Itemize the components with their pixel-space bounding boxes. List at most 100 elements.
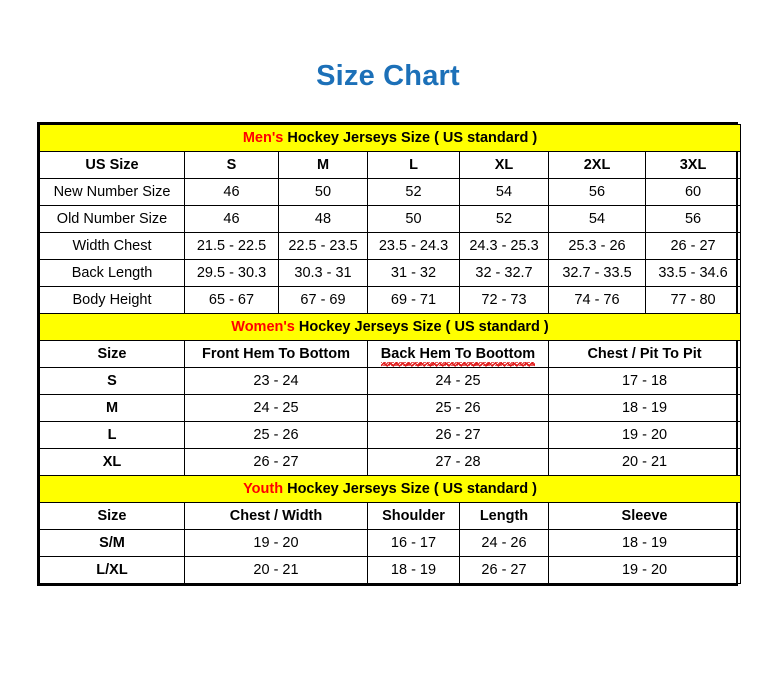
table-cell: 72 - 73 xyxy=(459,286,549,314)
womens-col-front-hem-to-bottom: Front Hem To Bottom xyxy=(184,340,368,368)
mens-row-label-new-number-size: New Number Size xyxy=(39,178,185,206)
womens-row-label-s: S xyxy=(39,367,185,395)
womens-col-back-hem-to-boottom: Back Hem To Boottom xyxy=(367,340,549,368)
table-row: Old Number Size 46 48 50 52 54 56 xyxy=(39,205,742,233)
mens-col-xl: XL xyxy=(459,151,549,179)
table-row: L/XL 20 - 21 18 - 19 26 - 27 19 - 20 xyxy=(39,556,742,584)
mens-header-row: US Size S M L XL 2XL 3XL xyxy=(39,151,742,179)
table-cell: 32 - 32.7 xyxy=(459,259,549,287)
table-cell: 27 - 28 xyxy=(367,448,549,476)
youth-banner-rest: Hockey Jerseys Size ( US standard ) xyxy=(283,481,537,497)
table-cell: 48 xyxy=(278,205,368,233)
youth-header-row: Size Chest / Width Shoulder Length Sleev… xyxy=(39,502,742,530)
table-cell: 18 - 19 xyxy=(367,556,460,584)
mens-col-2xl: 2XL xyxy=(548,151,646,179)
table-cell: 67 - 69 xyxy=(278,286,368,314)
table-row: L 25 - 26 26 - 27 19 - 20 xyxy=(39,421,742,449)
table-cell: 52 xyxy=(367,178,460,206)
table-cell: 77 - 80 xyxy=(644,286,742,314)
womens-row-label-l: L xyxy=(39,421,185,449)
table-cell: 26 - 27 xyxy=(644,232,742,260)
table-cell: 46 xyxy=(184,178,279,206)
table-cell: 69 - 71 xyxy=(367,286,460,314)
youth-section-banner: Youth Hockey Jerseys Size ( US standard … xyxy=(38,475,742,503)
table-cell: 18 - 19 xyxy=(547,394,742,422)
table-row: Body Height 65 - 67 67 - 69 69 - 71 72 -… xyxy=(39,286,742,314)
table-cell: 25 - 26 xyxy=(367,394,549,422)
table-cell: 50 xyxy=(278,178,368,206)
youth-col-length: Length xyxy=(459,502,549,530)
table-cell: 46 xyxy=(184,205,279,233)
table-cell: 29.5 - 30.3 xyxy=(184,259,279,287)
mens-col-us-size: US Size xyxy=(39,151,185,179)
table-cell: 56 xyxy=(644,205,742,233)
youth-row-label-lxl: L/XL xyxy=(39,556,185,584)
youth-col-chest-width: Chest / Width xyxy=(184,502,368,530)
youth-col-shoulder: Shoulder xyxy=(367,502,460,530)
table-row: S/M 19 - 20 16 - 17 24 - 26 18 - 19 xyxy=(39,529,742,557)
table-cell: 31 - 32 xyxy=(367,259,460,287)
womens-col-size: Size xyxy=(39,340,185,368)
table-cell: 74 - 76 xyxy=(548,286,646,314)
youth-banner-row: Youth Hockey Jerseys Size ( US standard … xyxy=(38,475,742,503)
mens-col-3xl: 3XL xyxy=(644,151,742,179)
womens-col-chest-pit-to-pit: Chest / Pit To Pit xyxy=(547,340,742,368)
table-row: Width Chest 21.5 - 22.5 22.5 - 23.5 23.5… xyxy=(39,232,742,260)
womens-banner-accent: Women's xyxy=(231,319,295,335)
youth-col-sleeve: Sleeve xyxy=(547,502,742,530)
table-cell: 52 xyxy=(459,205,549,233)
mens-section-banner: Men's Hockey Jerseys Size ( US standard … xyxy=(38,124,742,152)
mens-banner-rest: Hockey Jerseys Size ( US standard ) xyxy=(283,130,538,146)
table-cell: 50 xyxy=(367,205,460,233)
table-cell: 30.3 - 31 xyxy=(278,259,368,287)
womens-header-row: Size Front Hem To Bottom Back Hem To Boo… xyxy=(39,340,742,368)
womens-col-back-hem-text: Back Hem To Boottom xyxy=(380,345,536,362)
table-cell: 20 - 21 xyxy=(547,448,742,476)
page-title: Size Chart xyxy=(316,60,460,92)
table-cell: 54 xyxy=(459,178,549,206)
mens-banner-row: Men's Hockey Jerseys Size ( US standard … xyxy=(38,124,742,152)
table-cell: 19 - 20 xyxy=(547,421,742,449)
mens-row-label-back-length: Back Length xyxy=(39,259,185,287)
table-row: XL 26 - 27 27 - 28 20 - 21 xyxy=(39,448,742,476)
mens-col-s: S xyxy=(184,151,279,179)
table-cell: 56 xyxy=(548,178,646,206)
womens-row-label-xl: XL xyxy=(39,448,185,476)
table-cell: 19 - 20 xyxy=(547,556,742,584)
table-cell: 17 - 18 xyxy=(547,367,742,395)
table-cell: 24 - 25 xyxy=(184,394,368,422)
table-cell: 20 - 21 xyxy=(184,556,368,584)
table-cell: 26 - 27 xyxy=(459,556,549,584)
youth-banner-accent: Youth xyxy=(243,481,284,497)
table-row: Back Length 29.5 - 30.3 30.3 - 31 31 - 3… xyxy=(39,259,742,287)
table-cell: 24 - 26 xyxy=(459,529,549,557)
spellcheck-squiggle-icon xyxy=(380,361,536,367)
table-row: New Number Size 46 50 52 54 56 60 xyxy=(39,178,742,206)
table-cell: 24 - 25 xyxy=(367,367,549,395)
table-cell: 60 xyxy=(644,178,742,206)
table-cell: 32.7 - 33.5 xyxy=(548,259,646,287)
table-cell: 25 - 26 xyxy=(184,421,368,449)
misspelled-word: Back Hem To Boottom xyxy=(380,345,536,367)
womens-banner-rest: Hockey Jerseys Size ( US standard ) xyxy=(294,319,549,335)
mens-col-m: M xyxy=(278,151,368,179)
table-cell: 26 - 27 xyxy=(184,448,368,476)
womens-row-label-m: M xyxy=(39,394,185,422)
table-cell: 18 - 19 xyxy=(547,529,742,557)
table-cell: 65 - 67 xyxy=(184,286,279,314)
table-row: S 23 - 24 24 - 25 17 - 18 xyxy=(39,367,742,395)
table-cell: 54 xyxy=(548,205,646,233)
mens-row-label-body-height: Body Height xyxy=(39,286,185,314)
table-cell: 19 - 20 xyxy=(184,529,368,557)
size-chart-table-frame: Men's Hockey Jerseys Size ( US standard … xyxy=(37,122,742,586)
mens-row-label-old-number-size: Old Number Size xyxy=(39,205,185,233)
mens-col-l: L xyxy=(367,151,460,179)
youth-row-label-sm: S/M xyxy=(39,529,185,557)
table-cell: 22.5 - 23.5 xyxy=(278,232,368,260)
table-row: M 24 - 25 25 - 26 18 - 19 xyxy=(39,394,742,422)
mens-banner-accent: Men's xyxy=(242,130,284,146)
mens-row-label-width-chest: Width Chest xyxy=(39,232,185,260)
table-cell: 23 - 24 xyxy=(184,367,368,395)
youth-col-size: Size xyxy=(39,502,185,530)
